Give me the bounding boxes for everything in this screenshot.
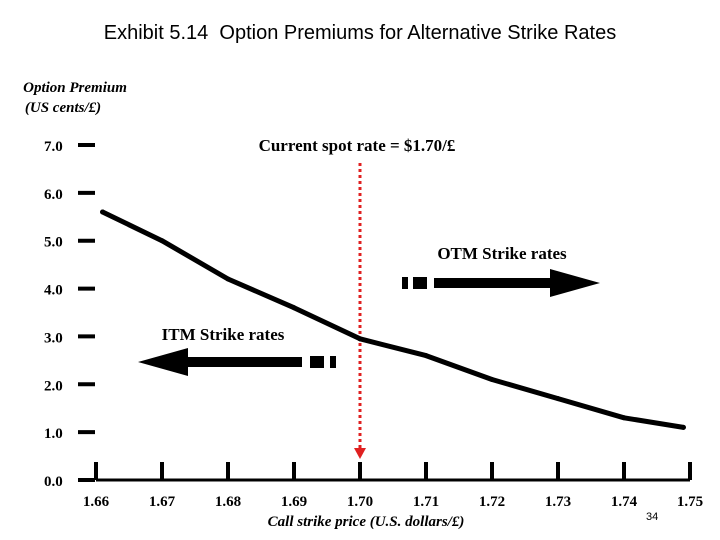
y-tick-label: 1.0 (44, 426, 63, 442)
y-tick-label: 7.0 (44, 139, 63, 155)
otm-label: OTM Strike rates (437, 244, 567, 263)
premium-point (100, 209, 106, 215)
y-tick-label: 5.0 (44, 235, 63, 251)
premium-point (159, 238, 165, 244)
x-axis-label: Call strike price (U.S. dollars/£) (268, 514, 465, 530)
x-tick-label: 1.72 (479, 494, 505, 510)
slide-number: 34 (646, 511, 659, 523)
premium-point (621, 415, 627, 421)
y-tick-label: 4.0 (44, 283, 63, 299)
premium-point (423, 353, 429, 359)
y-tick-label: 0.0 (44, 474, 63, 490)
y-tick-label: 6.0 (44, 187, 63, 203)
y-tick-label: 2.0 (44, 378, 63, 394)
premium-point (357, 336, 363, 342)
x-tick-label: 1.68 (215, 494, 241, 510)
itm-label: ITM Strike rates (162, 325, 285, 344)
x-tick-label: 1.74 (611, 494, 638, 510)
spot-rate-label: Current spot rate = $1.70/£ (259, 136, 456, 155)
x-tick-label: 1.67 (149, 494, 176, 510)
chart-series (100, 163, 686, 459)
premium-point (489, 377, 495, 382)
y-tick-label: 3.0 (44, 330, 63, 346)
y-axis-label-line1: Option Premium (23, 80, 127, 96)
premium-point (225, 276, 231, 282)
premium-point (291, 305, 297, 311)
x-tick-label: 1.71 (413, 494, 439, 510)
premium-curve (100, 209, 686, 430)
premium-point (555, 396, 561, 402)
exhibit-title: Exhibit 5.14 Option Premiums for Alterna… (103, 22, 617, 44)
x-tick-label: 1.69 (281, 494, 307, 510)
itm-arrow (138, 348, 336, 376)
x-tick-label: 1.75 (677, 494, 703, 510)
otm-arrow (402, 269, 600, 297)
x-tick-label: 1.73 (545, 494, 571, 510)
premium-point (680, 424, 686, 430)
chart-annotations: Option Premium (US cents/£) Call strike … (23, 80, 600, 530)
x-tick-label: 1.70 (347, 494, 373, 510)
y-axis-label-line2: (US cents/£) (25, 100, 101, 116)
chart-ticks: 0.0 1.0 2.0 3.0 4.0 5.0 6.0 7.0 1.66 1.67 1.68 1.69… (44, 139, 703, 510)
x-tick-label: 1.66 (83, 494, 110, 510)
spot-rate-arrowhead (354, 448, 366, 459)
